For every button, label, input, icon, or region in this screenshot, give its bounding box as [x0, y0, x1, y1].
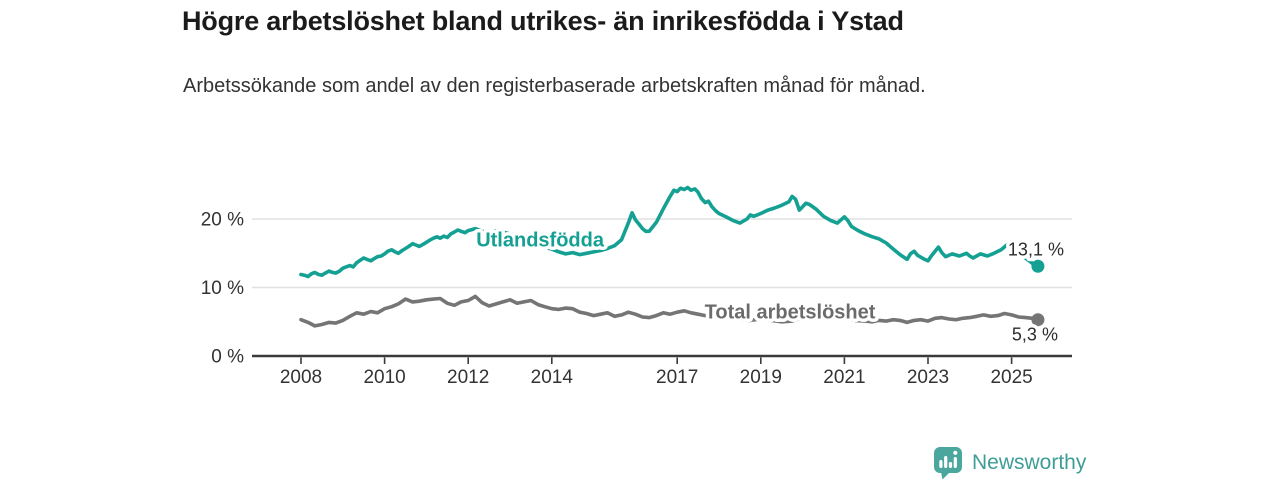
- x-tick-label: 2025: [990, 367, 1032, 388]
- series-end-value-utlandsfodda: 13,1 %: [1008, 239, 1064, 259]
- y-tick-label: 20 %: [201, 210, 244, 231]
- series-end-dot-total: [1031, 313, 1045, 327]
- newsworthy-logo-icon: [934, 447, 962, 480]
- x-tick-label: 2014: [531, 367, 574, 388]
- x-tick-label: 2010: [363, 367, 405, 388]
- x-tick-label: 2012: [447, 367, 489, 388]
- x-tick-label: 2023: [907, 367, 949, 388]
- series-end-dot-utlandsfodda: [1031, 259, 1045, 273]
- newsworthy-logo-text: Newsworthy: [972, 451, 1087, 474]
- x-tick-label: 2017: [656, 367, 698, 388]
- x-tick-label: 2019: [740, 367, 782, 388]
- series-line-utlandsfodda: [299, 185, 1040, 279]
- newsworthy-branding: Newsworthy: [933, 446, 1086, 480]
- chart-subtitle: Arbetssökande som andel av den registerb…: [183, 75, 926, 97]
- x-tick-label: 2008: [280, 367, 322, 388]
- series-end-value-total: 5,3 %: [1012, 325, 1058, 345]
- x-tick-label: 2021: [823, 367, 865, 388]
- y-tick-label: 10 %: [201, 278, 244, 299]
- series-label-total: Total arbetslöshet: [705, 301, 876, 323]
- y-tick-label: 0 %: [211, 347, 244, 368]
- chart-title: Högre arbetslöshet bland utrikes- än inr…: [182, 6, 904, 36]
- series-label-utlandsfodda: Utlandsfödda: [476, 229, 605, 251]
- series-line-total: [299, 294, 1040, 328]
